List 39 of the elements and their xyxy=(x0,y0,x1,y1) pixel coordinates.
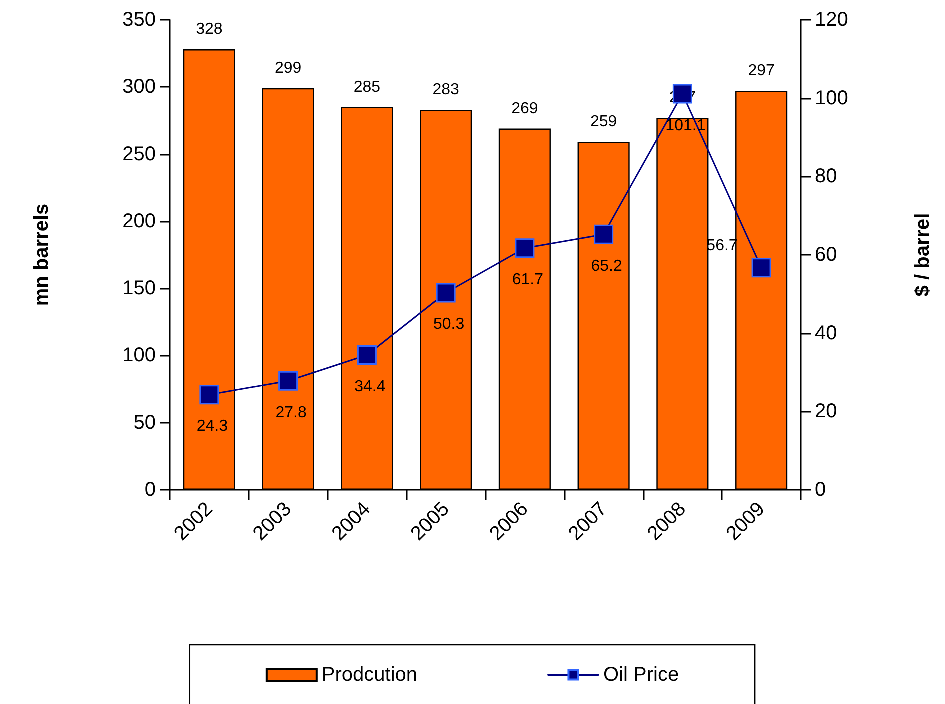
data-label: 299 xyxy=(274,60,302,77)
data-label: 50.3 xyxy=(433,316,465,334)
y-tick-label: 150 xyxy=(122,278,156,300)
y2-tick-label: 120 xyxy=(815,9,848,31)
y2-tick-label: 60 xyxy=(815,244,838,266)
y2-tick-label: 100 xyxy=(815,87,848,110)
legend-label: Oil Price xyxy=(604,664,680,686)
data-label: 65.2 xyxy=(591,258,622,275)
point xyxy=(752,258,772,278)
point xyxy=(278,371,298,391)
y-tick-label: 100 xyxy=(122,344,156,367)
legend-label: Prodcution xyxy=(322,664,418,686)
data-label: 34.4 xyxy=(354,378,386,396)
point xyxy=(436,283,456,303)
data-label: 61.7 xyxy=(512,272,544,289)
y2-tick-label: 0 xyxy=(815,479,826,501)
point xyxy=(357,346,377,366)
point xyxy=(515,238,535,258)
data-label: 297 xyxy=(748,62,776,80)
y2-tick-label: 20 xyxy=(815,400,838,423)
y2-axis-title: $ / barrel xyxy=(912,213,934,297)
y2-tick-label: 40 xyxy=(815,322,838,344)
data-label: 328 xyxy=(196,21,223,38)
y2-tick-label: 80 xyxy=(815,166,838,188)
y-tick-label: 350 xyxy=(122,9,156,31)
y-axis-title: mn barrels xyxy=(31,204,53,306)
point xyxy=(200,385,220,405)
data-label: 269 xyxy=(512,100,538,118)
y-tick-label: 250 xyxy=(122,143,156,166)
y-tick-label: 0 xyxy=(144,479,156,501)
data-label: 283 xyxy=(432,81,460,98)
y-tick-label: 50 xyxy=(134,412,156,434)
data-label: 285 xyxy=(354,78,381,96)
point xyxy=(594,224,614,244)
data-label: 259 xyxy=(590,114,618,131)
y-tick-label: 200 xyxy=(122,210,156,232)
y-tick-label: 300 xyxy=(122,76,156,98)
data-label: 24.3 xyxy=(196,418,228,436)
data-label: 27.8 xyxy=(276,404,307,422)
